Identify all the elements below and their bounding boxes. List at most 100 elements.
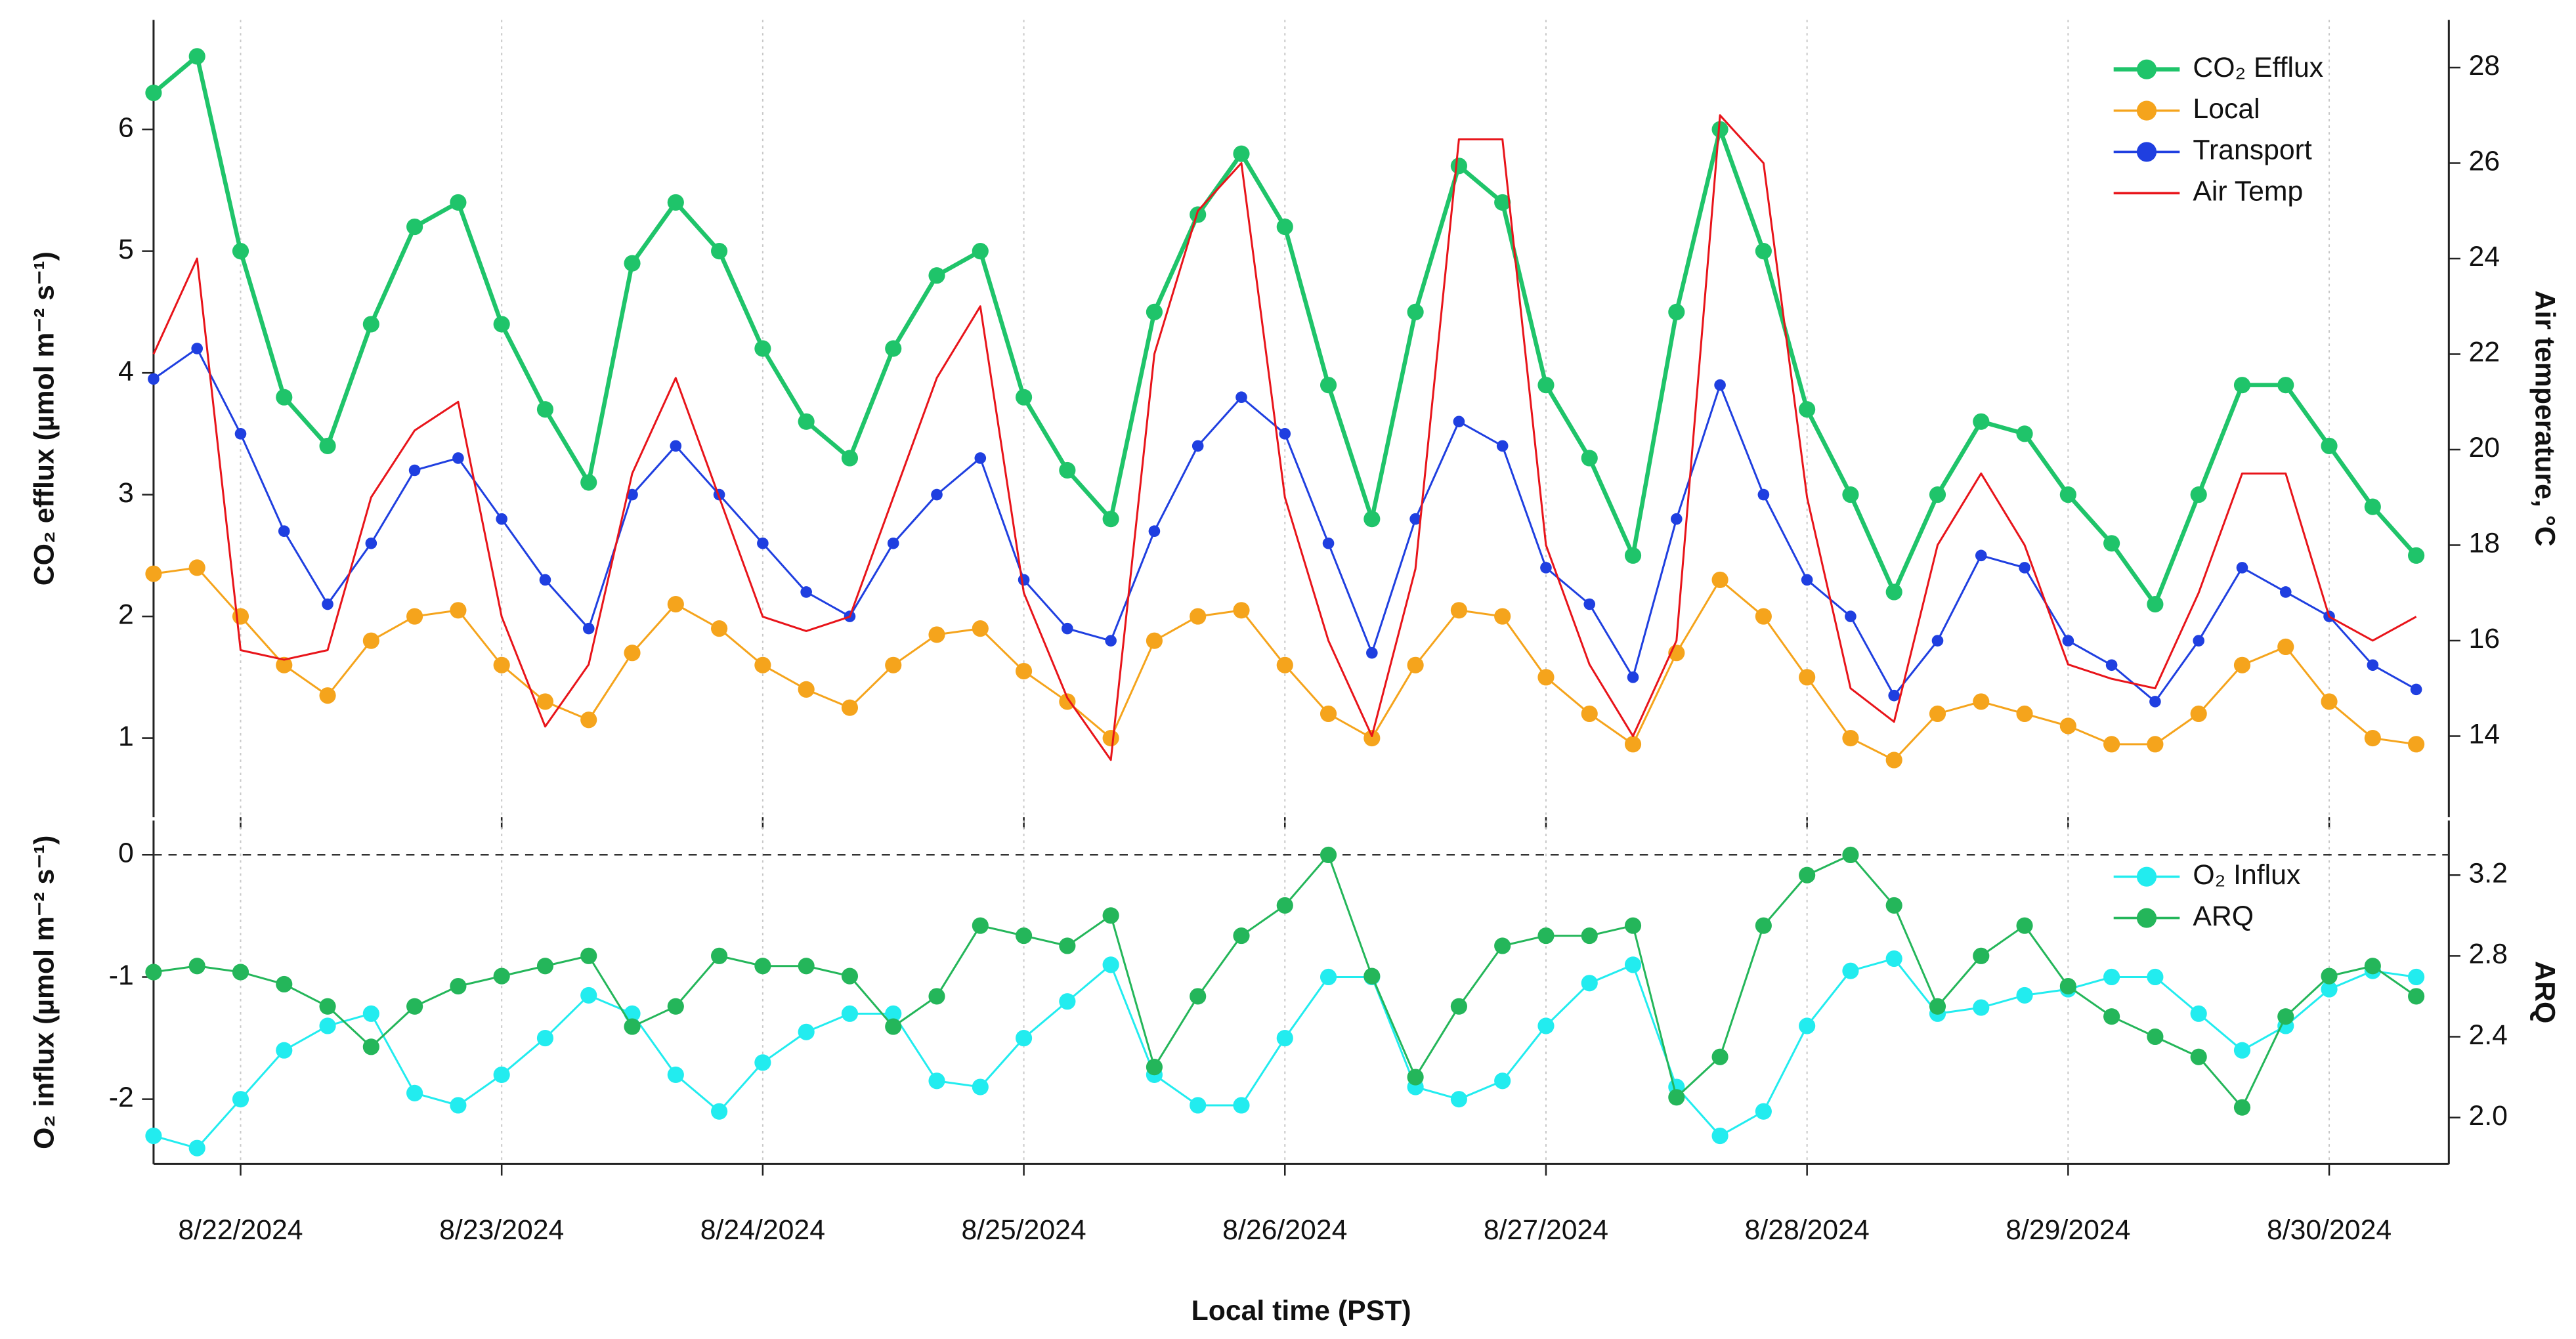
data-point: [1624, 736, 1642, 753]
data-point: [972, 243, 989, 260]
data-point: [1755, 917, 1772, 934]
data-point: [1320, 968, 1337, 986]
data-point: [1409, 513, 1421, 525]
data-point: [1450, 602, 1467, 619]
data-point: [1755, 1103, 1772, 1120]
legend-label: Local: [2193, 93, 2260, 125]
data-point: [2364, 958, 2381, 975]
data-point: [276, 975, 293, 993]
y-tick-label: 0: [118, 838, 134, 869]
data-point: [2190, 1048, 2207, 1065]
data-point: [1407, 303, 1424, 320]
data-point: [667, 595, 684, 613]
data-point: [711, 620, 728, 637]
data-point: [841, 1005, 859, 1022]
data-point: [1015, 662, 1033, 680]
data-point: [232, 243, 249, 260]
data-point: [2321, 967, 2338, 985]
data-point: [580, 712, 597, 729]
data-point: [2277, 638, 2294, 656]
data-point: [928, 1073, 945, 1090]
data-point: [2408, 968, 2425, 986]
data-point: [1276, 897, 1293, 914]
y-tick-label: -1: [109, 960, 134, 991]
data-point: [276, 389, 293, 406]
data-point: [580, 987, 597, 1004]
data-point: [1668, 303, 1685, 320]
data-point: [362, 632, 379, 649]
data-point: [1671, 513, 1683, 525]
data-point: [1929, 705, 1946, 723]
data-point: [2408, 736, 2425, 753]
y-tick-label: 1: [118, 721, 134, 752]
data-point: [2016, 987, 2033, 1004]
data-point: [2103, 535, 2120, 552]
data-point: [1755, 243, 1772, 260]
data-point: [365, 537, 377, 549]
data-point: [1233, 602, 1250, 619]
y2-tick-label: 2.0: [2469, 1100, 2508, 1132]
data-point: [800, 586, 812, 598]
data-point: [319, 998, 336, 1015]
data-point: [1363, 729, 1381, 747]
data-point: [1105, 635, 1117, 647]
y2-tick-label: 24: [2469, 241, 2501, 272]
data-point: [322, 598, 333, 610]
data-point: [2190, 486, 2207, 503]
data-point: [2103, 1008, 2120, 1025]
x-tick-label: 8/27/2024: [1484, 1214, 1608, 1246]
data-point: [1668, 1089, 1685, 1106]
data-point: [2147, 968, 2164, 986]
data-point: [1931, 635, 1944, 647]
data-point: [1102, 511, 1119, 528]
y2-tick-label: 2.4: [2469, 1019, 2508, 1051]
data-point: [362, 1005, 379, 1022]
data-point: [2277, 1008, 2294, 1025]
data-point: [1799, 1017, 1816, 1034]
data-point: [1233, 1097, 1250, 1114]
data-point: [1581, 975, 1598, 992]
data-point: [276, 656, 293, 673]
data-point: [972, 917, 989, 934]
y2-tick-label: 28: [2469, 50, 2501, 81]
data-point: [711, 243, 728, 260]
data-point: [493, 1066, 510, 1084]
data-point: [319, 437, 336, 454]
data-point: [885, 656, 902, 673]
data-point: [188, 958, 205, 975]
data-point: [2019, 562, 2030, 574]
x-tick-label: 8/24/2024: [700, 1214, 825, 1246]
legend-marker: [2136, 100, 2157, 121]
data-point: [885, 1018, 902, 1035]
data-point: [1973, 413, 1990, 430]
data-point: [928, 988, 945, 1005]
y-tick-label: 2: [118, 599, 134, 630]
data-point: [1973, 693, 1990, 710]
legend-marker: [2136, 866, 2157, 887]
data-point: [1711, 1127, 1728, 1145]
data-point: [1540, 562, 1552, 574]
data-point: [1059, 993, 1076, 1010]
data-point: [972, 1078, 989, 1095]
data-point: [931, 488, 943, 501]
data-point: [1581, 450, 1598, 467]
data-point: [2408, 988, 2425, 1005]
y-tick-label: -2: [109, 1082, 134, 1113]
data-point: [493, 656, 510, 673]
data-point: [2193, 635, 2204, 647]
data-point: [2103, 736, 2120, 753]
legend-label: Transport: [2193, 135, 2311, 166]
data-point: [2059, 977, 2076, 995]
data-point: [580, 474, 597, 491]
data-point: [145, 964, 162, 981]
data-point: [319, 687, 336, 704]
data-point: [1190, 988, 1207, 1005]
data-point: [928, 626, 945, 643]
data-point: [2059, 486, 2076, 503]
data-point: [1888, 689, 1900, 702]
data-point: [1581, 705, 1598, 723]
data-point: [1885, 752, 1902, 769]
data-point: [1537, 377, 1555, 394]
data-point: [1102, 907, 1119, 924]
data-point: [754, 958, 771, 975]
